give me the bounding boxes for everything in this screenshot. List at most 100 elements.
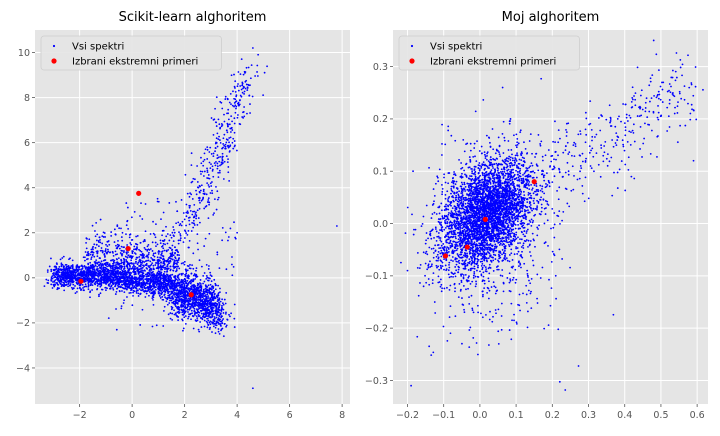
scatter-point-vsi-spektri <box>225 268 227 270</box>
scatter-point-vsi-spektri <box>182 273 184 275</box>
scatter-point-vsi-spektri <box>220 321 222 323</box>
scatter-point-vsi-spektri <box>74 276 76 278</box>
scatter-point-vsi-spektri <box>77 271 79 273</box>
scatter-point-vsi-spektri <box>184 304 186 306</box>
scatter-point-vsi-spektri <box>229 315 231 317</box>
scatter-point-vsi-spektri <box>196 299 198 301</box>
scatter-point-vsi-spektri <box>152 288 154 290</box>
scatter-point-vsi-spektri <box>168 268 170 270</box>
scatter-point-vsi-spektri <box>74 273 76 275</box>
scatter-point-vsi-spektri <box>125 271 127 273</box>
scatter-point-vsi-spektri <box>110 235 112 237</box>
scatter-point-vsi-spektri <box>218 119 220 121</box>
scatter-point-vsi-spektri <box>511 179 513 181</box>
scatter-point-vsi-spektri <box>124 283 126 285</box>
scatter-point-vsi-spektri <box>199 296 201 298</box>
scatter-point-vsi-spektri <box>216 96 218 98</box>
scatter-point-vsi-spektri <box>145 274 147 276</box>
scatter-point-vsi-spektri <box>218 328 220 330</box>
scatter-point-vsi-spektri <box>152 254 154 256</box>
scatter-point-vsi-spektri <box>192 268 194 270</box>
scatter-point-vsi-spektri <box>219 165 221 167</box>
scatter-point-vsi-spektri <box>172 226 174 228</box>
scatter-point-vsi-spektri <box>252 96 254 98</box>
scatter-point-vsi-spektri <box>163 277 165 279</box>
scatter-point-vsi-spektri <box>183 212 185 214</box>
scatter-point-vsi-spektri <box>163 243 165 245</box>
scatter-point-vsi-spektri <box>192 178 194 180</box>
scatter-point-vsi-spektri <box>169 234 171 236</box>
scatter-point-vsi-spektri <box>187 298 189 300</box>
scatter-point-vsi-spektri <box>187 193 189 195</box>
scatter-point-vsi-spektri <box>88 282 90 284</box>
scatter-point-vsi-spektri <box>226 324 228 326</box>
scatter-point-vsi-spektri <box>193 216 195 218</box>
scatter-point-vsi-spektri <box>214 162 216 164</box>
scatter-point-vsi-spektri <box>179 282 181 284</box>
scatter-point-vsi-spektri <box>164 306 166 308</box>
scatter-point-vsi-spektri <box>230 115 232 117</box>
scatter-point-vsi-spektri <box>184 306 186 308</box>
scatter-point-vsi-spektri <box>211 280 213 282</box>
scatter-point-vsi-spektri <box>207 324 209 326</box>
scatter-point-vsi-spektri <box>100 285 102 287</box>
scatter-point-vsi-spektri <box>216 322 218 324</box>
scatter-point-vsi-spektri <box>110 269 112 271</box>
scatter-point-vsi-spektri <box>223 134 225 136</box>
scatter-point-vsi-spektri <box>141 275 143 277</box>
scatter-point-vsi-spektri <box>215 288 217 290</box>
scatter-point-vsi-spektri <box>131 239 133 241</box>
scatter-point-vsi-spektri <box>134 252 136 254</box>
scatter-point-vsi-spektri <box>207 199 209 201</box>
y-tick-label: 0 <box>24 273 30 284</box>
scatter-point-vsi-spektri <box>153 281 155 283</box>
scatter-point-vsi-spektri <box>219 318 221 320</box>
scatter-point-vsi-spektri <box>125 288 127 290</box>
scatter-point-vsi-spektri <box>222 143 224 145</box>
scatter-point-vsi-spektri <box>71 273 73 275</box>
scatter-point-vsi-spektri <box>204 171 206 173</box>
scatter-point-vsi-spektri <box>521 238 523 240</box>
scatter-point-vsi-spektri <box>509 123 511 125</box>
scatter-point-vsi-spektri <box>207 326 209 328</box>
scatter-point-vsi-spektri <box>210 313 212 315</box>
scatter-point-vsi-spektri <box>183 314 185 316</box>
scatter-point-vsi-spektri <box>171 249 173 251</box>
scatter-point-vsi-spektri <box>504 253 506 255</box>
scatter-point-vsi-spektri <box>215 324 217 326</box>
scatter-point-vsi-spektri <box>227 98 229 100</box>
scatter-point-vsi-spektri <box>85 251 87 253</box>
scatter-point-vsi-spektri <box>166 268 168 270</box>
scatter-point-vsi-spektri <box>149 291 151 293</box>
scatter-point-vsi-spektri <box>205 238 207 240</box>
scatter-point-vsi-spektri <box>116 224 118 226</box>
scatter-point-vsi-spektri <box>85 268 87 270</box>
scatter-point-vsi-spektri <box>210 182 212 184</box>
scatter-point-vsi-spektri <box>234 145 236 147</box>
scatter-point-vsi-spektri <box>107 249 109 251</box>
scatter-point-vsi-spektri <box>182 288 184 290</box>
scatter-point-vsi-spektri <box>256 71 258 73</box>
scatter-point-vsi-spektri <box>197 181 199 183</box>
scatter-point-vsi-spektri <box>200 300 202 302</box>
scatter-point-vsi-spektri <box>521 210 523 212</box>
scatter-point-vsi-spektri <box>227 171 229 173</box>
scatter-point-vsi-spektri <box>135 261 137 263</box>
scatter-point-vsi-spektri <box>160 280 162 282</box>
scatter-point-vsi-spektri <box>142 267 144 269</box>
scatter-point-vsi-spektri <box>168 294 170 296</box>
scatter-point-vsi-spektri <box>532 187 534 189</box>
scatter-point-vsi-spektri <box>185 280 187 282</box>
scatter-point-vsi-spektri <box>155 274 157 276</box>
scatter-point-vsi-spektri <box>127 282 129 284</box>
scatter-point-vsi-spektri <box>243 86 245 88</box>
scatter-point-vsi-spektri <box>58 271 60 273</box>
scatter-point-vsi-spektri <box>219 291 221 293</box>
scatter-point-vsi-spektri <box>213 119 215 121</box>
scatter-point-vsi-spektri <box>195 213 197 215</box>
scatter-point-vsi-spektri <box>209 299 211 301</box>
scatter-point-vsi-spektri <box>175 266 177 268</box>
scatter-point-vsi-spektri <box>116 288 118 290</box>
scatter-point-vsi-spektri <box>155 242 157 244</box>
